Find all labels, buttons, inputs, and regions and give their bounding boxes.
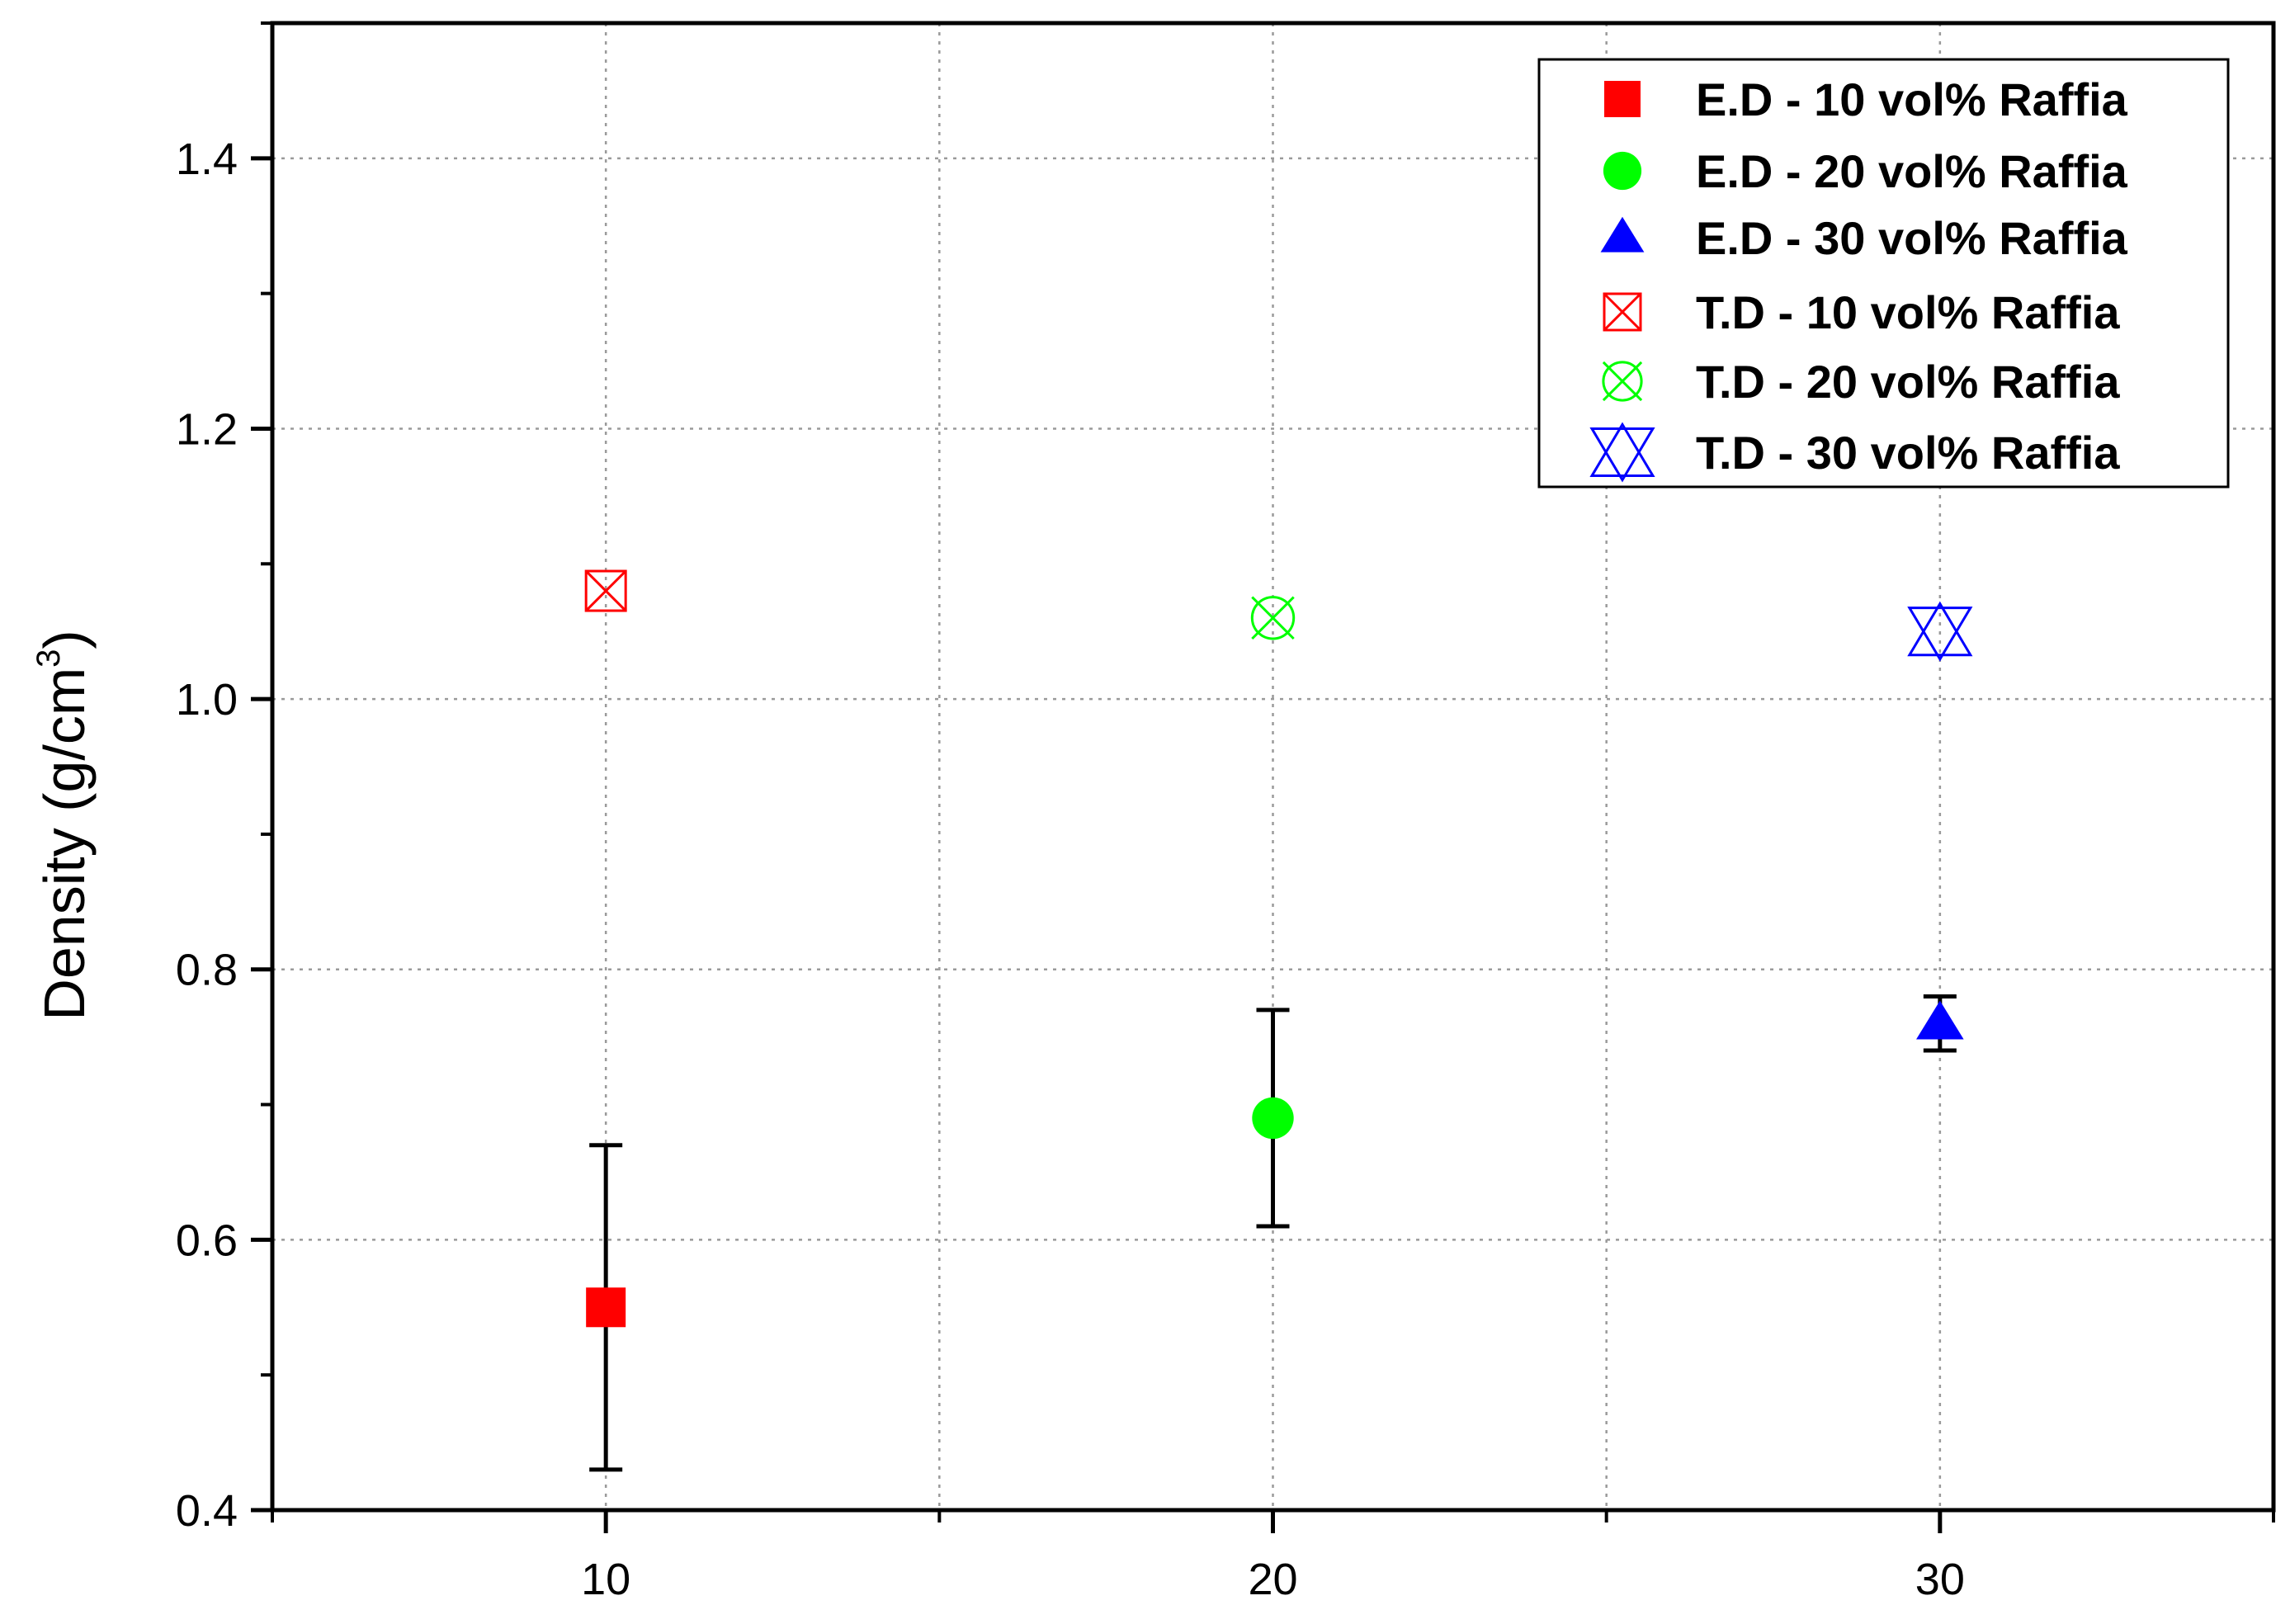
data-point (584, 569, 627, 612)
legend-marker (1603, 151, 1642, 191)
legend-label: T.D - 20 vol% Raffia (1696, 356, 2120, 408)
legend-label: T.D - 30 vol% Raffia (1696, 427, 2120, 479)
legend-item: E.D - 20 vol% Raffia (1603, 145, 2128, 197)
y-tick-label: 1.2 (176, 404, 238, 454)
marker-triangle-down (1589, 427, 1655, 483)
y-tick-label: 1.0 (176, 675, 238, 725)
marker-square-outline (584, 569, 627, 612)
x-tick-label: 30 (1915, 1555, 1965, 1604)
data-point (1252, 1097, 1294, 1140)
data-point (1916, 1000, 1964, 1040)
marker-cross-b (1251, 596, 1295, 640)
data-point (1250, 596, 1296, 640)
y-tick-label: 0.8 (176, 946, 238, 995)
data-point (586, 1287, 626, 1328)
marker-square (1604, 81, 1641, 117)
legend-item: E.D - 30 vol% Raffia (1600, 212, 2128, 264)
marker-circle-outline (1602, 361, 1643, 402)
y-tick-label: 0.6 (176, 1216, 238, 1265)
data-markers (584, 569, 1973, 1328)
legend-marker (1600, 216, 1645, 253)
axis-ticks (251, 21, 2275, 1533)
data-point (1907, 601, 1973, 662)
marker-triangle-up (1907, 601, 1973, 657)
marker-circle (1603, 151, 1642, 191)
legend-marker (1589, 422, 1655, 483)
legend-box (1537, 58, 2230, 489)
marker-square-outline (1603, 292, 1642, 332)
y-tick-label: 0.4 (176, 1486, 238, 1536)
marker-square (586, 1287, 626, 1328)
marker-cross-b (1603, 292, 1642, 332)
x-tick-label: 20 (1248, 1555, 1297, 1604)
legend-marker (1602, 361, 1643, 402)
marker-triangle (1916, 1000, 1964, 1040)
legend-label: E.D - 30 vol% Raffia (1696, 212, 2128, 264)
legend-label: T.D - 10 vol% Raffia (1696, 286, 2120, 338)
legend-item: T.D - 20 vol% Raffia (1602, 356, 2120, 408)
legend-marker (1604, 81, 1641, 117)
legend-item: T.D - 30 vol% Raffia (1589, 422, 2120, 483)
marker-triangle-up (1589, 422, 1655, 478)
marker-cross-b (585, 569, 627, 612)
legend-item: T.D - 10 vol% Raffia (1603, 286, 2120, 338)
marker-triangle (1600, 216, 1645, 253)
legend-label: E.D - 10 vol% Raffia (1696, 73, 2128, 125)
legend: E.D - 10 vol% Raffia E.D - 20 vol% Raffia… (1537, 58, 2230, 489)
y-axis-title: Density (g/cm3) (31, 630, 97, 1020)
marker-triangle-down (1907, 607, 1973, 662)
marker-cross-b (1602, 361, 1643, 402)
y-tick-label: 1.4 (176, 135, 238, 184)
marker-circle (1252, 1097, 1294, 1140)
x-tick-label: 10 (581, 1555, 630, 1604)
tick-labels: 0.4 0.6 0.8 1.0 1.2 1.4 10 20 30 (176, 135, 1965, 1604)
legend-marker (1603, 292, 1642, 332)
legend-item: E.D - 10 vol% Raffia (1604, 73, 2128, 125)
legend-label: E.D - 20 vol% Raffia (1696, 145, 2128, 197)
marker-circle-outline (1250, 596, 1296, 640)
